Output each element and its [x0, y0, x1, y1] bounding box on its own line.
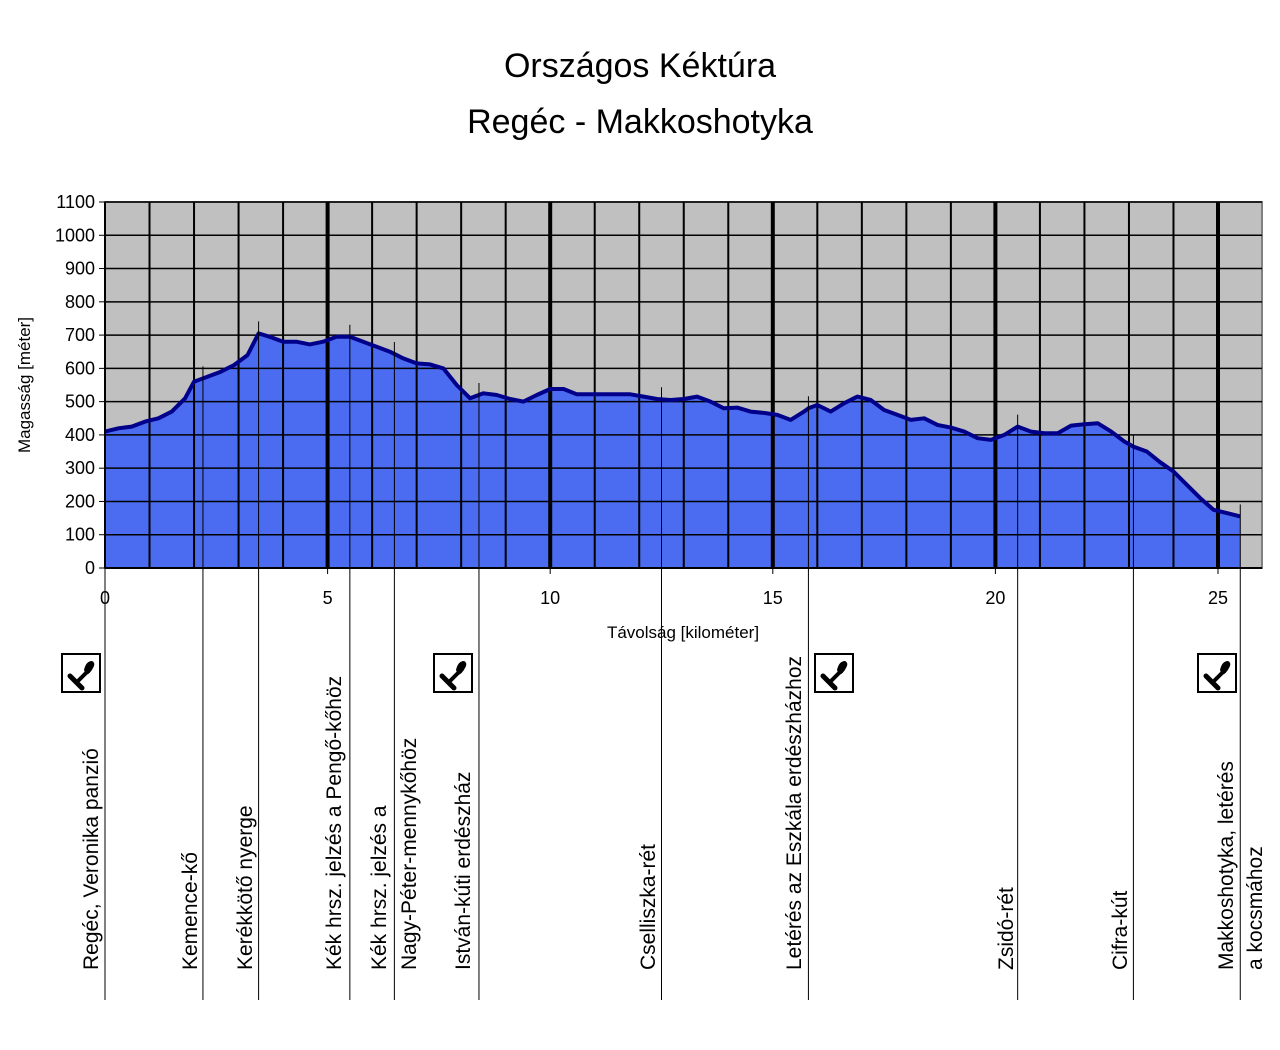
- x-tick-label: 5: [323, 588, 333, 608]
- stamp-icon-base: [820, 673, 838, 691]
- y-tick-label: 700: [65, 325, 95, 345]
- station-label: Zsidó-rét: [995, 887, 1018, 970]
- y-tick-label: 200: [65, 491, 95, 511]
- stamp-icon: [1197, 653, 1237, 693]
- station-label: István-kúti erdészház: [452, 772, 475, 970]
- y-tick-label: 1100: [56, 192, 95, 212]
- y-tick-label: 900: [65, 259, 95, 279]
- station-label: Cselliszka-rét: [637, 844, 660, 970]
- y-tick-label: 400: [65, 425, 95, 445]
- station-label: Kemence-kő: [179, 852, 202, 970]
- y-tick-label: 600: [65, 358, 95, 378]
- x-tick-label: 10: [540, 588, 560, 608]
- y-tick-label: 800: [65, 292, 95, 312]
- station-label: Letérés az Eszkála erdészházhoz: [783, 656, 806, 970]
- stamp-icon-handle: [84, 661, 95, 675]
- station-label: Kerékkötő nyerge: [234, 805, 257, 970]
- station-label: Cifra-kút: [1109, 890, 1132, 970]
- x-axis-title: Távolság [kilométer]: [607, 623, 759, 642]
- y-tick-label: 0: [85, 558, 95, 578]
- station-label: Kék hrsz. jelzés a: [368, 805, 391, 970]
- station-label: Kék hrsz. jelzés a Pengő-kőhöz: [323, 676, 346, 970]
- x-tick-label: 0: [100, 588, 110, 608]
- station-label-line2: a kocsmához: [1244, 846, 1267, 970]
- elevation-area: [105, 333, 1241, 568]
- y-tick-label: 500: [65, 392, 95, 412]
- chart-subtitle: Regéc - Makkoshotyka: [467, 103, 813, 141]
- station-label: Makkoshotyka, letérés: [1215, 761, 1238, 970]
- stamp-icon-handle: [1220, 661, 1231, 675]
- chart-title: Országos Kéktúra: [503, 47, 777, 85]
- station-label: Regéc, Veronika panzió: [80, 748, 103, 970]
- stamp-icon: [61, 653, 101, 693]
- y-tick-label: 300: [65, 458, 95, 478]
- y-tick-label: 100: [65, 525, 95, 545]
- station-label-line2: Nagy-Péter-mennykőhöz: [398, 738, 421, 970]
- stamp-icon-base: [67, 673, 85, 691]
- stamp-icon-base: [439, 673, 457, 691]
- elevation-line: [104, 331, 1241, 519]
- y-axis-title: Magasság [méter]: [15, 317, 34, 453]
- x-tick-label: 20: [985, 588, 1005, 608]
- stamp-icon-handle: [456, 661, 467, 675]
- y-tick-label: 1000: [55, 225, 95, 245]
- stamp-icon-handle: [837, 661, 848, 675]
- x-tick-label: 15: [763, 588, 783, 608]
- stamp-icon: [814, 653, 854, 693]
- stamp-icon-base: [1203, 673, 1221, 691]
- x-tick-label: 25: [1208, 588, 1228, 608]
- stamp-icon: [433, 653, 473, 693]
